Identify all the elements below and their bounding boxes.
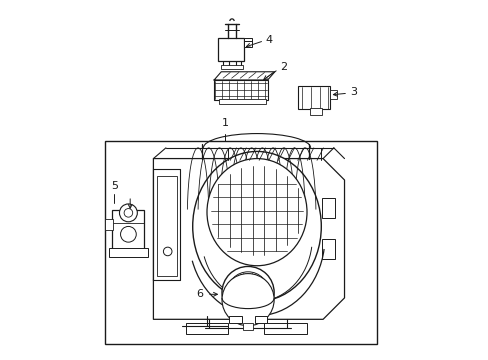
Circle shape xyxy=(227,272,268,313)
Bar xyxy=(105,219,113,230)
Circle shape xyxy=(121,226,136,242)
Bar xyxy=(219,99,265,104)
Text: 6: 6 xyxy=(196,289,203,299)
Circle shape xyxy=(119,204,137,222)
Bar xyxy=(244,38,252,47)
Bar xyxy=(322,198,335,217)
Circle shape xyxy=(124,208,132,217)
Bar xyxy=(329,90,337,99)
Bar xyxy=(220,65,243,68)
Bar xyxy=(185,323,228,334)
Bar xyxy=(108,248,148,257)
Bar xyxy=(229,316,242,323)
Bar xyxy=(157,176,176,276)
Text: 3: 3 xyxy=(349,87,356,98)
Bar xyxy=(298,86,329,109)
Bar xyxy=(264,323,306,334)
Ellipse shape xyxy=(192,152,321,301)
Bar xyxy=(254,316,266,323)
Circle shape xyxy=(222,274,274,326)
Ellipse shape xyxy=(206,158,306,266)
Text: 1: 1 xyxy=(221,118,228,128)
Circle shape xyxy=(222,266,274,319)
Bar xyxy=(242,323,253,330)
Text: 5: 5 xyxy=(111,181,118,191)
Text: 4: 4 xyxy=(265,35,272,45)
Bar xyxy=(214,80,267,100)
Circle shape xyxy=(235,280,260,305)
Circle shape xyxy=(243,288,252,297)
Text: 2: 2 xyxy=(280,62,287,72)
Bar xyxy=(105,141,376,344)
Bar xyxy=(217,38,244,62)
Bar xyxy=(309,108,322,114)
Bar xyxy=(112,210,144,249)
Bar xyxy=(322,239,335,258)
